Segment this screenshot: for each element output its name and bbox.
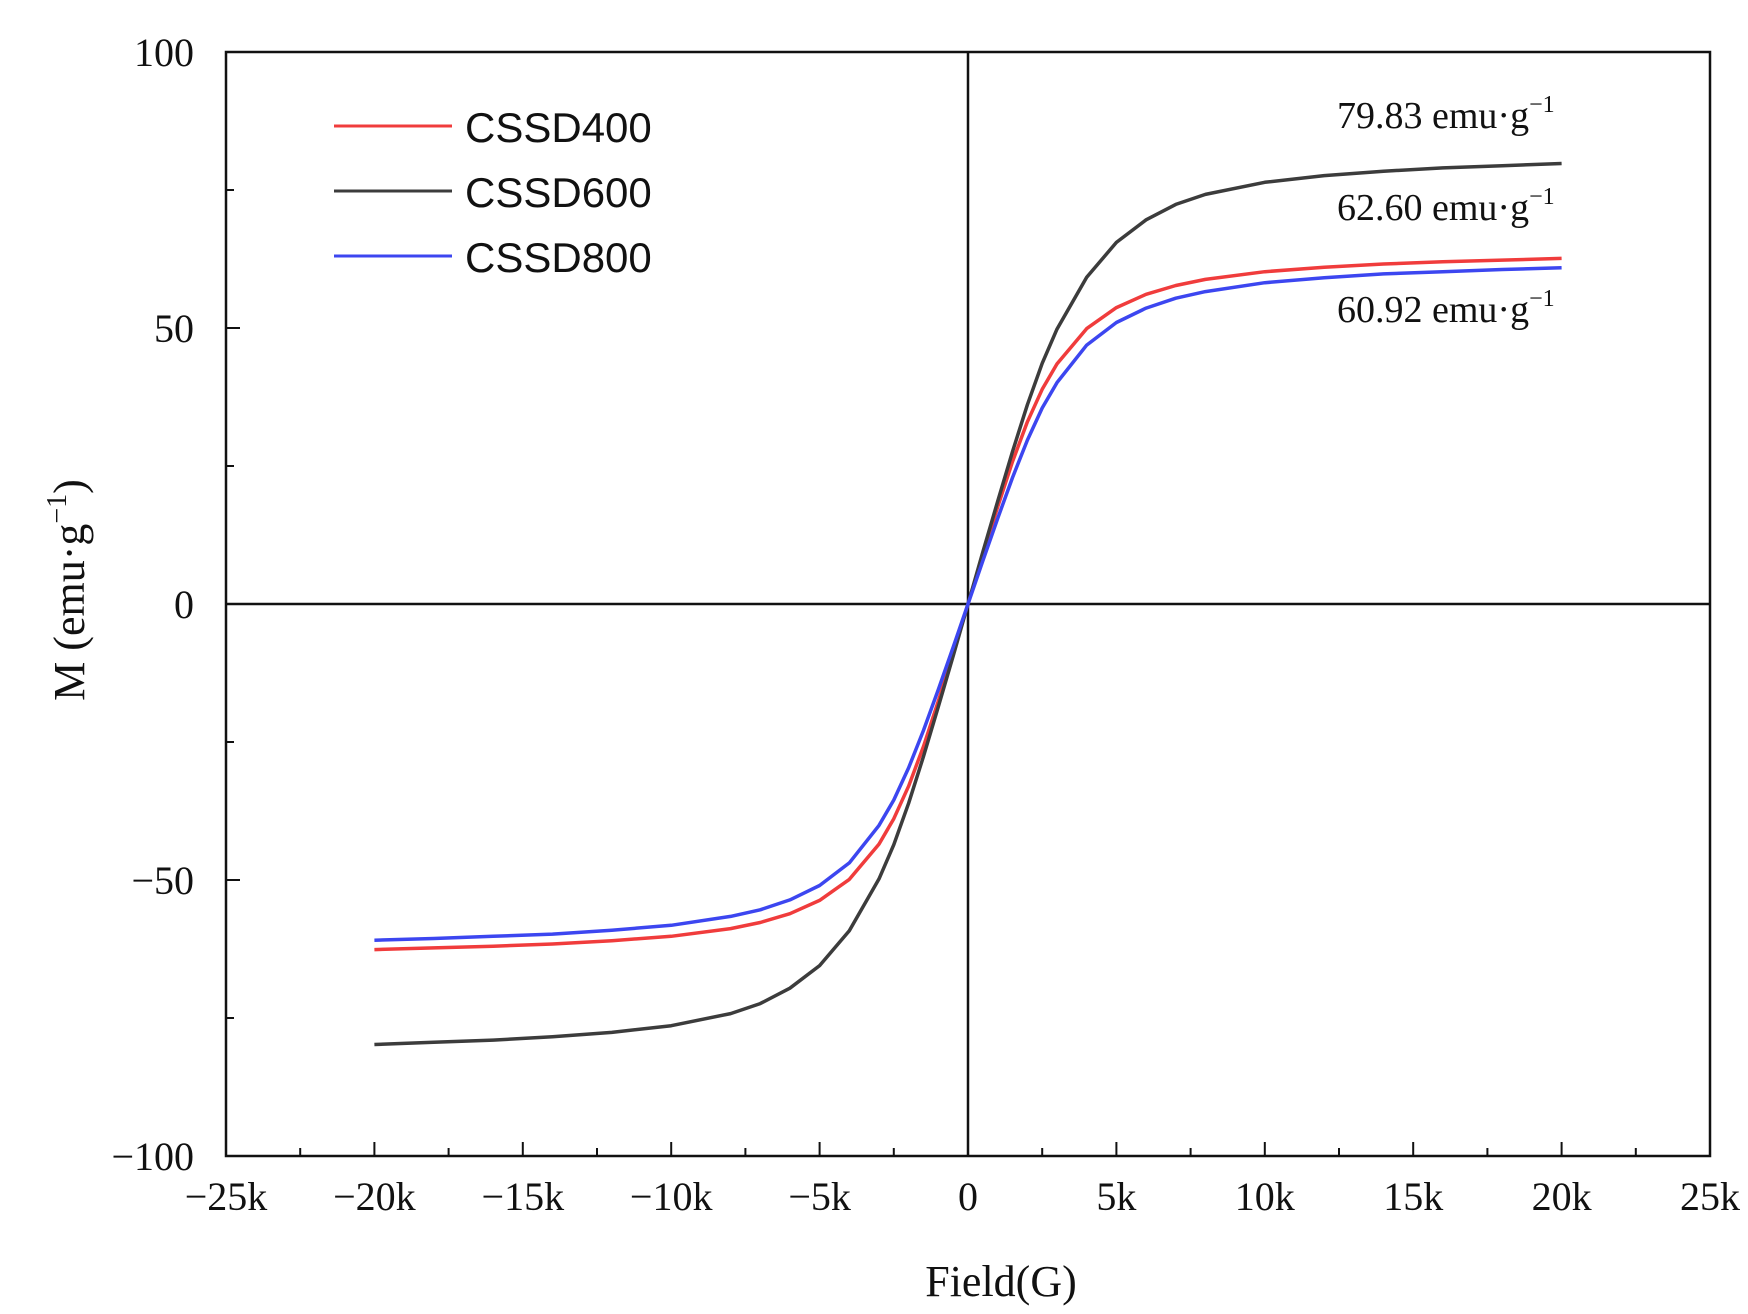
- axis-ticks: −25k −20k −15k −10k −5k 0 5k 10k 15k 20k 25k −100 −5…: [111, 30, 1740, 1219]
- y-tick-label: 100: [134, 30, 194, 75]
- y-tick-label: 50: [154, 306, 194, 351]
- legend-label-cssd800: CSSD800: [465, 234, 652, 281]
- x-tick-label: −10k: [630, 1174, 713, 1219]
- series-curves: [374, 161, 1562, 1047]
- x-axis-title: Field(G): [925, 1257, 1077, 1306]
- y-axis-title-sup: −1: [42, 494, 73, 524]
- annotations: 79.83 emu·g−1 62.60 emu·g−1 60.92 emu·g−…: [1337, 92, 1555, 331]
- x-tick-label: 10k: [1235, 1174, 1295, 1219]
- x-tick-label: 5k: [1096, 1174, 1136, 1219]
- x-tick-label: −5k: [788, 1174, 851, 1219]
- series-line-cssd800: [374, 266, 1562, 942]
- y-axis-title-close: ): [45, 479, 94, 494]
- x-tick-label: 15k: [1383, 1174, 1443, 1219]
- y-axis-title: M (emu·g−1): [42, 479, 94, 701]
- y-axis-title-text: M (emu·g: [45, 524, 94, 701]
- annotation-cssd800-ms: 60.92 emu·g−1: [1337, 286, 1555, 331]
- x-tick-label: −25k: [185, 1174, 268, 1219]
- x-tick-label: −20k: [333, 1174, 416, 1219]
- legend-label-cssd600: CSSD600: [465, 169, 652, 216]
- y-tick-label: 0: [174, 582, 194, 627]
- x-tick-label: 0: [958, 1174, 978, 1219]
- x-tick-label: −15k: [482, 1174, 565, 1219]
- y-tick-label: −100: [111, 1134, 194, 1179]
- legend-label-cssd400: CSSD400: [465, 104, 652, 151]
- y-tick-label: −50: [131, 858, 194, 903]
- x-tick-label: 20k: [1532, 1174, 1592, 1219]
- annotation-cssd600-ms: 79.83 emu·g−1: [1337, 92, 1555, 137]
- x-tick-label: 25k: [1680, 1174, 1740, 1219]
- legend: CSSD400 CSSD600 CSSD800: [334, 104, 652, 281]
- annotation-cssd400-ms: 62.60 emu·g−1: [1337, 184, 1555, 229]
